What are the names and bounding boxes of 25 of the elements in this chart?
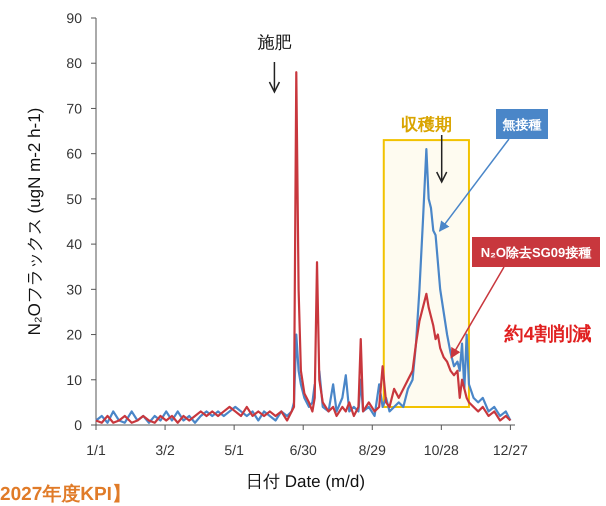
- band-label: 収穫期: [400, 115, 452, 134]
- x-tick-label: 1/1: [86, 442, 106, 458]
- y-tick-label: 0: [74, 417, 82, 433]
- y-tick-label: 20: [66, 326, 82, 343]
- x-tick-label: 12/27: [492, 442, 528, 458]
- x-tick-label: 6/30: [290, 442, 318, 458]
- y-tick-label: 60: [66, 146, 82, 162]
- text: 無接種: [502, 117, 542, 132]
- y-tick-label: 50: [66, 190, 82, 207]
- annotation: 施肥: [257, 33, 292, 52]
- text: N₂O除去SG09接種: [480, 245, 592, 260]
- y-tick-label: 90: [66, 10, 82, 26]
- annotation: 約4割削減: [504, 323, 592, 345]
- x-tick-label: 8/29: [358, 442, 386, 458]
- y-tick-label: 10: [66, 372, 82, 388]
- y-tick-label: 80: [66, 55, 82, 72]
- y-tick-label: 70: [66, 100, 82, 116]
- text: 2027年度KPI】: [0, 483, 131, 505]
- y-axis-title: N₂Oフラックス (ugN m-2 h-1): [25, 108, 44, 336]
- x-tick-label: 5/1: [224, 442, 244, 458]
- x-tick-label: 10/28: [424, 442, 460, 458]
- y-tick-label: 30: [66, 281, 82, 298]
- y-tick-label: 40: [66, 236, 82, 252]
- x-tick-label: 3/2: [155, 442, 176, 458]
- x-axis-title: 日付 Date (m/d): [246, 472, 366, 491]
